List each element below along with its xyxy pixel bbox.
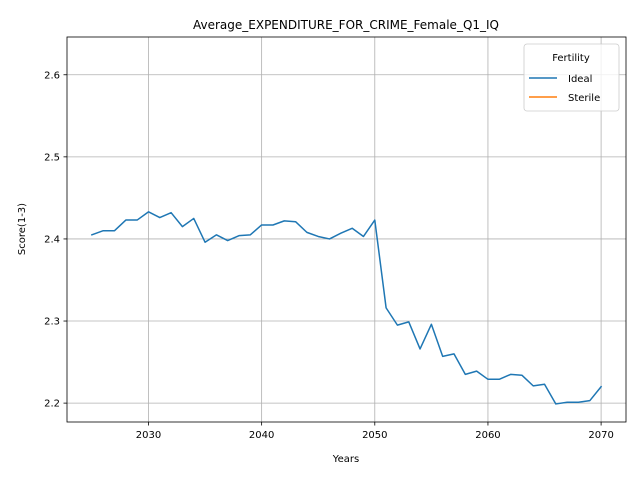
legend-label-ideal: Ideal xyxy=(568,74,592,85)
x-axis-label: Years xyxy=(332,454,359,465)
series-layer xyxy=(90,211,603,405)
y-axis-label: Score(1-3) xyxy=(17,203,28,255)
plot-frame xyxy=(66,36,627,423)
legend-label-sterile: Sterile xyxy=(568,93,600,104)
y-tick-label: 2.4 xyxy=(44,234,60,245)
legend-title: Fertility xyxy=(552,53,590,64)
series-line-ideal xyxy=(90,211,603,405)
legend: Fertility Ideal Sterile xyxy=(523,43,620,112)
y-tick-label: 2.6 xyxy=(44,70,60,81)
ticks: 2030 2040 2050 2060 2070 2.2 2.3 2.4 2.5 2.6 xyxy=(44,70,614,441)
y-tick-label: 2.2 xyxy=(44,399,60,410)
y-tick-label: 2.5 xyxy=(44,152,60,163)
x-tick-label: 2030 xyxy=(136,430,161,441)
y-tick-label: 2.3 xyxy=(44,317,60,328)
x-tick-label: 2040 xyxy=(249,430,274,441)
legend-box xyxy=(523,43,620,112)
x-tick-label: 2060 xyxy=(475,430,500,441)
x-tick-label: 2070 xyxy=(588,430,613,441)
chart-title: Average_EXPENDITURE_FOR_CRIME_Female_Q1_… xyxy=(193,18,499,32)
x-tick-label: 2050 xyxy=(362,430,387,441)
